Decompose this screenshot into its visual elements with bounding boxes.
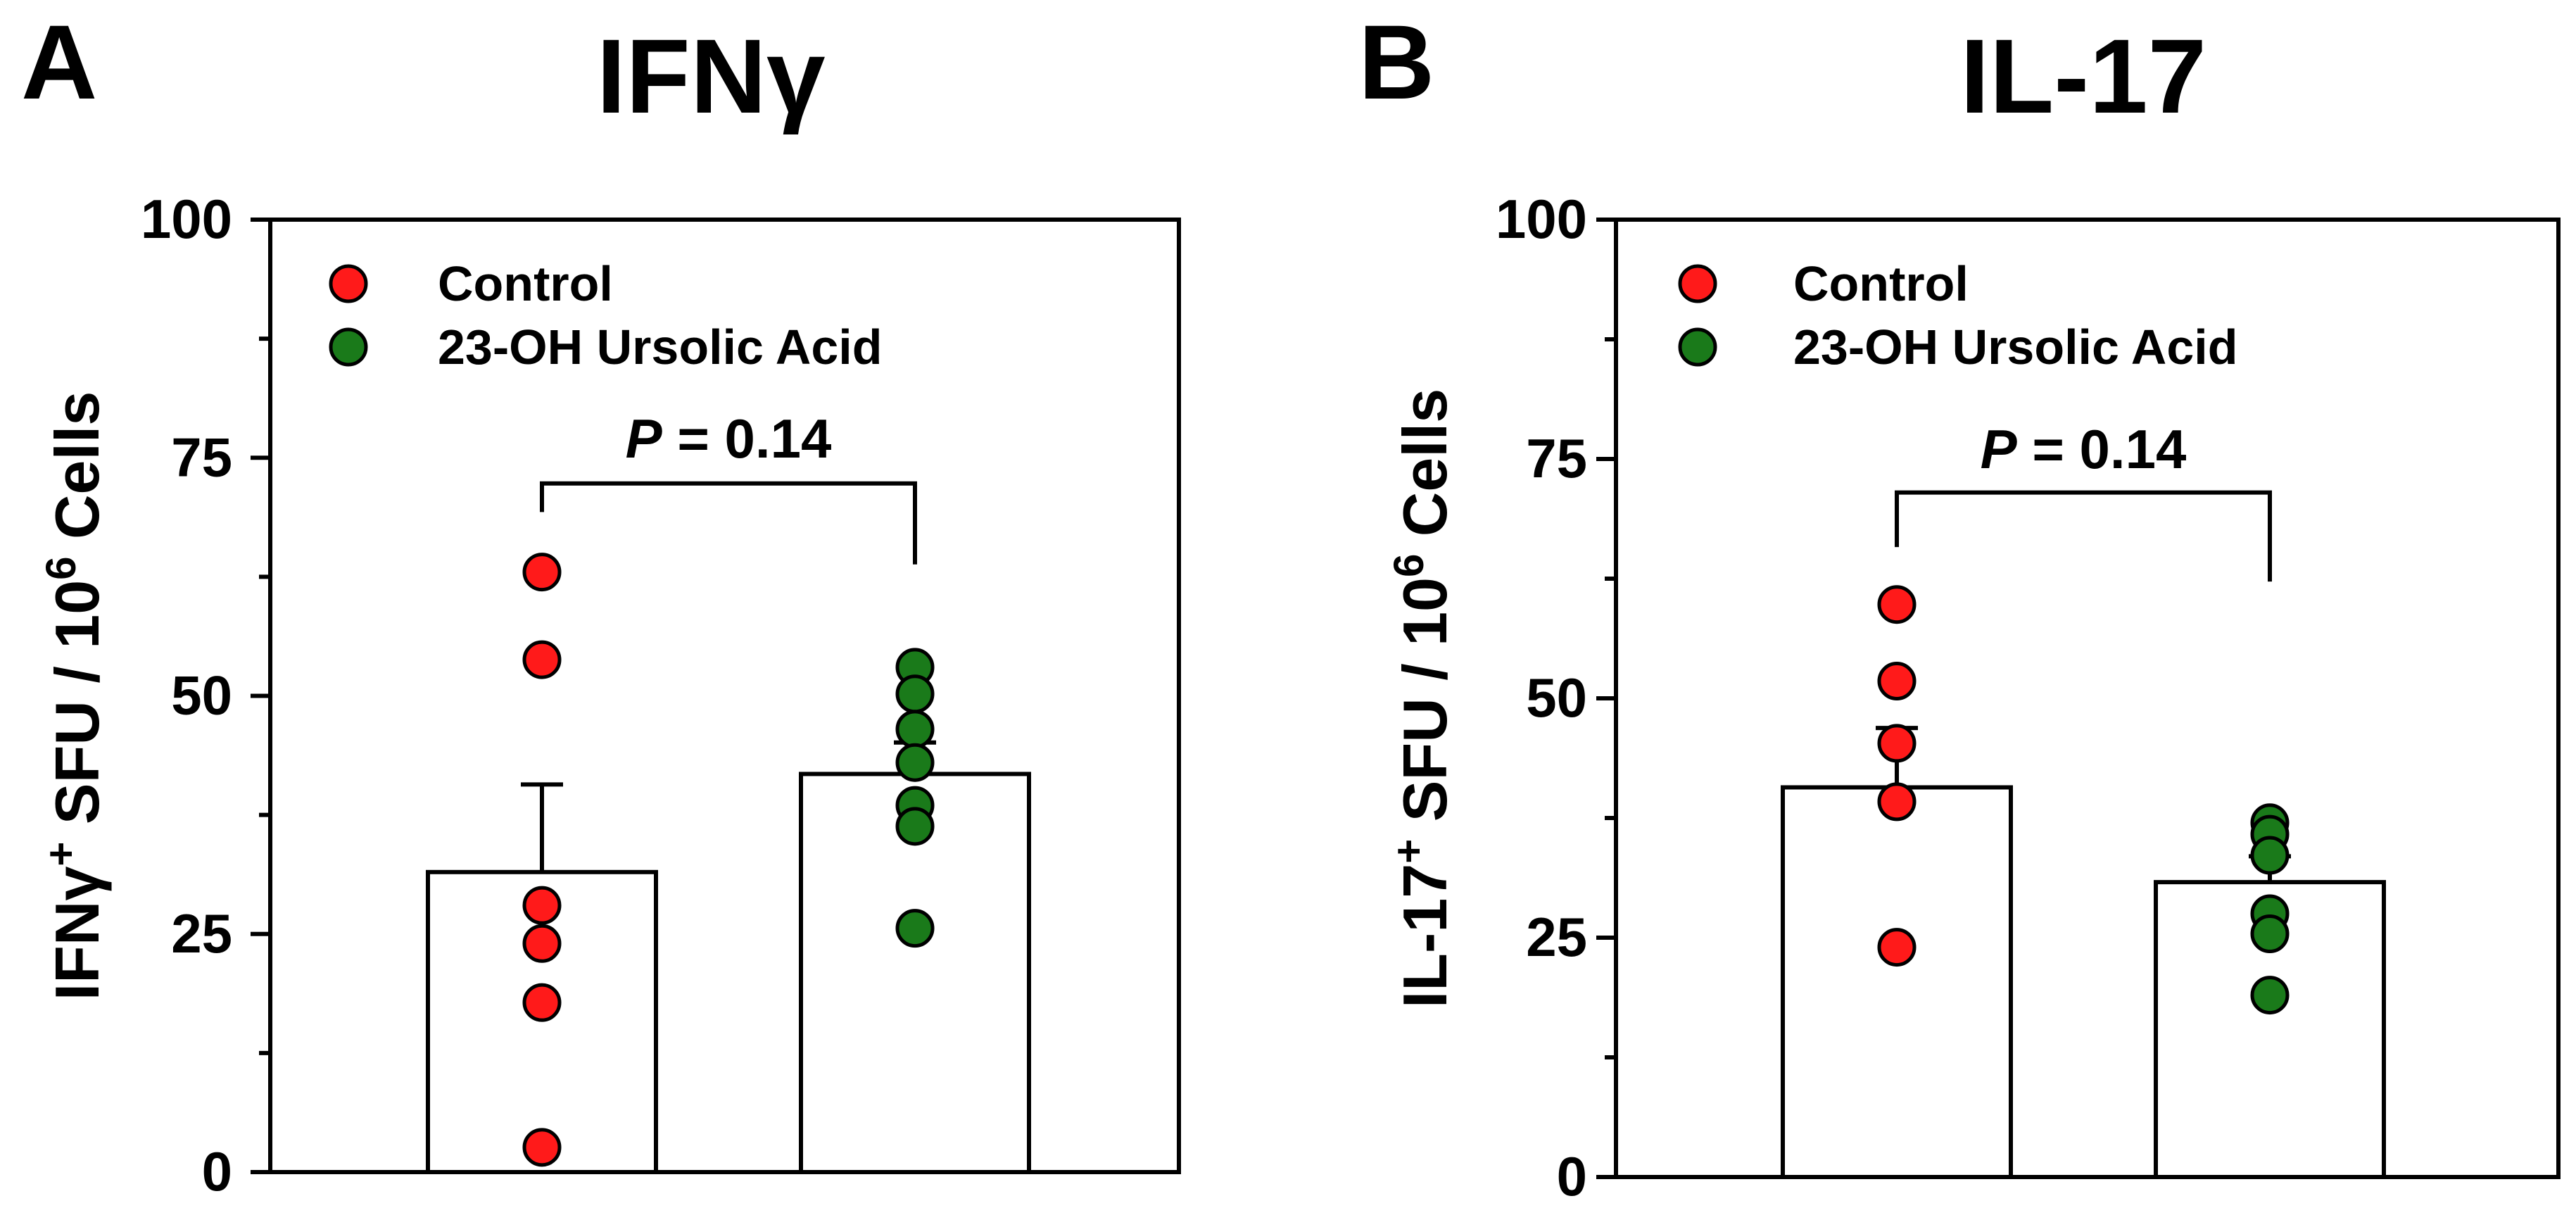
data-point	[522, 553, 562, 592]
panel-letter: B	[1358, 3, 1434, 121]
data-point	[2250, 836, 2290, 875]
bar	[1781, 785, 2013, 1179]
legend-label: 23-OH Ursolic Acid	[438, 320, 882, 375]
panel-b: B IL-17 0 25 50 75 100 IL-17+ SFU / 106 Cells P …	[1358, 3, 2561, 1207]
y-tick-label: 50	[1526, 667, 1587, 729]
significance-bracket	[1895, 490, 2272, 582]
data-point	[1877, 724, 1917, 763]
y-tick-label: 100	[1496, 188, 1587, 250]
data-point	[895, 807, 935, 846]
legend-marker	[1678, 327, 1717, 367]
legend-marker	[329, 327, 368, 367]
data-point	[522, 924, 562, 963]
panel-a: A IFNγ 0 25 50 75 100 IFNγ+ SFU / 106 Cells P = …	[21, 3, 1181, 1202]
data-point	[522, 983, 562, 1022]
data-point	[1877, 662, 1917, 701]
p-value-annotation: P = 0.14	[1981, 418, 2187, 480]
data-point	[895, 674, 935, 714]
y-tick-label: 25	[171, 902, 232, 964]
y-tick-label: 75	[1526, 427, 1587, 489]
y-tick-label: 50	[171, 665, 232, 726]
y-axis-label: IFNγ+ SFU / 106 Cells	[37, 391, 113, 1001]
y-tick-label: 0	[1557, 1145, 1587, 1207]
data-point	[895, 743, 935, 782]
data-point	[1877, 585, 1917, 624]
p-value-annotation: P = 0.14	[626, 408, 832, 470]
data-point	[2250, 976, 2290, 1015]
significance-bracket	[540, 481, 917, 565]
legend-marker	[329, 264, 368, 303]
data-point	[895, 909, 935, 948]
data-point	[522, 886, 562, 925]
data-point	[1877, 928, 1917, 967]
y-tick-label: 0	[202, 1140, 232, 1202]
data-point	[1877, 782, 1917, 822]
legend-marker	[1678, 264, 1717, 303]
legend-label: 23-OH Ursolic Acid	[1793, 320, 2237, 375]
data-point	[522, 1128, 562, 1167]
legend-label: Control	[1793, 256, 1969, 311]
chart-title: IL-17	[1960, 17, 2206, 135]
data-point	[522, 640, 562, 679]
data-point	[895, 710, 935, 749]
panel-letter: A	[21, 3, 97, 121]
chart-title: IFNγ	[596, 17, 825, 135]
y-tick-label: 75	[171, 426, 232, 488]
data-point	[2250, 914, 2290, 954]
y-axis-label: IL-17+ SFU / 106 Cells	[1385, 389, 1460, 1008]
legend-label: Control	[438, 256, 613, 311]
y-tick-label: 100	[141, 188, 232, 250]
y-tick-label: 25	[1526, 906, 1587, 968]
